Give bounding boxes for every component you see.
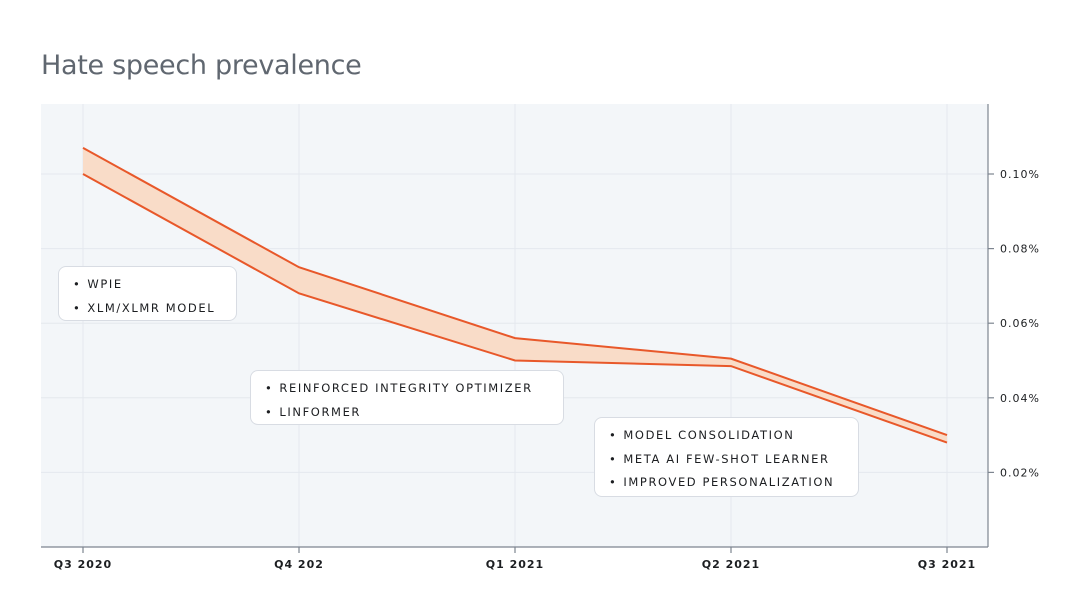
x-tick-label: Q1 2021 — [486, 558, 544, 571]
annotation-item: • META AI FEW-SHOT LEARNER — [609, 451, 830, 466]
annotation-item: • REINFORCED INTEGRITY OPTIMIZER — [265, 381, 533, 395]
y-axis-ticks: 0.10% 0.08% 0.06% 0.04% 0.02% — [988, 168, 1040, 479]
x-tick-label: Q2 2021 — [702, 558, 760, 571]
annotation-box-3: • MODEL CONSOLIDATION • META AI FEW-SHOT L… — [594, 417, 859, 497]
x-tick-label: Q3 2021 — [918, 558, 976, 571]
y-tick-label: 0.04% — [1000, 392, 1040, 405]
series-line-lower — [82, 173, 948, 444]
x-tick-label: Q3 2020 — [54, 558, 112, 571]
annotation-item: • WPIE — [73, 277, 123, 291]
annotation-box-2: • REINFORCED INTEGRITY OPTIMIZER • LINFORM… — [250, 370, 564, 425]
annotation-item: • MODEL CONSOLIDATION — [609, 428, 795, 442]
x-tick-label: Q4 202 — [274, 558, 324, 571]
annotation-item: • IMPROVED PERSONALIZATION — [609, 475, 835, 489]
y-tick-label: 0.02% — [1000, 466, 1040, 479]
y-tick-label: 0.08% — [1000, 243, 1040, 256]
y-tick-label: 0.10% — [1000, 168, 1040, 181]
x-axis-ticks: Q3 2020 Q4 202 Q1 2021 Q2 2021 Q3 2021 — [54, 547, 976, 571]
annotation-box-1: • WPIE • XLM/XLMR MODEL — [58, 266, 237, 321]
y-tick-label: 0.06% — [1000, 317, 1040, 330]
annotation-item: • LINFORMER — [265, 404, 362, 419]
series-line-upper — [82, 147, 948, 437]
annotation-item: • XLM/XLMR MODEL — [73, 300, 216, 315]
chart-title: Hate speech prevalence — [41, 50, 362, 81]
